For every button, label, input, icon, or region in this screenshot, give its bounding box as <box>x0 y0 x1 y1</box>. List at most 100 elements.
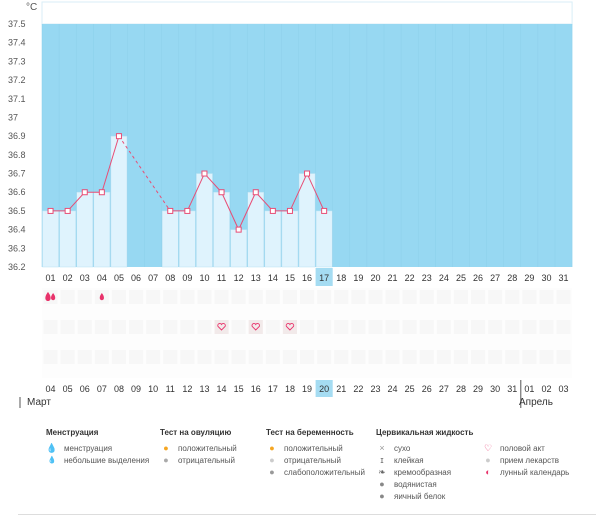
mark-cell <box>180 350 195 364</box>
mark-cell <box>163 290 178 304</box>
mark-cell <box>317 290 332 304</box>
mark-cell <box>385 320 400 334</box>
bottom-date-label: 27 <box>439 384 449 394</box>
mark-cell <box>539 290 554 304</box>
x-tick-label: 20 <box>370 273 380 283</box>
temperature-chart: 37.5 37.4 37.3 37.2 37.1 37 36.9 36.8 36.7 36.6 36… <box>8 1 573 408</box>
legend-item-label: небольшие выделения <box>64 455 150 465</box>
temperature-line-segment <box>306 173 325 212</box>
y-tick-label: 36.4 <box>8 225 26 235</box>
mark-cell <box>60 350 75 364</box>
bottom-date-label: 14 <box>217 384 227 394</box>
x-tick-label: 02 <box>63 273 73 283</box>
mark-cell <box>129 350 144 364</box>
x-tick-label: 31 <box>559 273 569 283</box>
y-tick-label: 37.3 <box>8 56 26 66</box>
temperature-bar <box>76 191 94 268</box>
legend-item: ● яичный белок <box>376 490 473 502</box>
mark-cell <box>453 350 468 364</box>
x-tick-label: 05 <box>114 273 124 283</box>
legend-group-title: Менструация <box>46 428 99 437</box>
y-tick-label: 37.4 <box>8 38 26 48</box>
mark-cell <box>77 290 92 304</box>
mark-cell <box>300 290 315 304</box>
mark-cell <box>385 350 400 364</box>
ovulation-positive-icon: ● <box>163 443 169 453</box>
bottom-date-label: 22 <box>353 384 363 394</box>
temperature-line-segment <box>255 191 274 212</box>
x-tick-label: 21 <box>388 273 398 283</box>
legend-group: Менструация 💧 менструация 💧 небольшие выделе… <box>46 428 149 466</box>
bottom-date-label: 25 <box>405 384 415 394</box>
mark-cell <box>539 350 554 364</box>
temperature-point <box>115 133 122 140</box>
mark-cell <box>436 290 451 304</box>
bottom-date-label: 29 <box>473 384 483 394</box>
temperature-line-segment <box>204 173 222 193</box>
mark-cell <box>556 350 571 364</box>
bottom-date-label: 11 <box>166 384 175 394</box>
temperature-bar <box>42 210 59 268</box>
x-tick-label: 03 <box>80 273 90 283</box>
mark-cell <box>505 320 520 334</box>
mark-cell <box>522 290 537 304</box>
sticky-icon: ɪ <box>380 455 384 465</box>
mark-cell <box>471 350 486 364</box>
x-tick-label: 22 <box>405 273 415 283</box>
mark-cell <box>368 320 383 334</box>
legend-item-label: положительный <box>178 443 237 453</box>
mark-cell <box>351 290 366 304</box>
mark-cell <box>231 350 246 364</box>
temperature-point <box>184 207 191 214</box>
mark-cell <box>231 290 246 304</box>
footer-divider <box>18 514 596 515</box>
y-tick-label: 37.1 <box>8 94 26 104</box>
y-tick-label: 37.2 <box>8 75 26 85</box>
legend-item: ● прием лекарств <box>482 454 569 466</box>
bottom-date-label: 05 <box>63 384 73 394</box>
x-tick-label: 17 <box>319 273 329 283</box>
mark-cell <box>488 320 503 334</box>
temperature-bar <box>281 210 299 268</box>
mark-cell <box>368 290 383 304</box>
bottom-date-label: 28 <box>456 384 466 394</box>
legend-item-label: кремообразная <box>394 467 452 477</box>
mark-cell <box>505 350 520 364</box>
mark-cell <box>265 290 280 304</box>
legend-group: Тест на беременность ● положительный ● отриц… <box>266 428 365 478</box>
temperature-point <box>252 189 259 196</box>
pill-icon: ● <box>485 455 491 465</box>
mark-cell <box>488 350 503 364</box>
legend-item-label: менструация <box>64 443 113 453</box>
month-april-label: Апрель <box>519 397 553 408</box>
pregnancy-weak-icon: ● <box>269 467 275 477</box>
bottom-date-label: 10 <box>148 384 158 394</box>
mark-cell <box>231 320 246 334</box>
mark-cell <box>334 350 349 364</box>
temperature-point <box>321 207 328 214</box>
bottom-date-label: 26 <box>422 384 432 394</box>
heart-icon <box>285 323 295 331</box>
mark-cell <box>146 350 161 364</box>
mark-cell <box>556 320 571 334</box>
temperature-point <box>81 189 88 196</box>
legend-item-label: отрицательный <box>284 455 341 465</box>
x-tick-label: 10 <box>199 273 209 283</box>
x-tick-label: 15 <box>285 273 295 283</box>
bottom-date-label: 23 <box>370 384 380 394</box>
mark-cell-active <box>248 320 263 334</box>
drop-icon <box>51 293 56 301</box>
pregnancy-negative-icon: ● <box>269 455 275 465</box>
mark-cell <box>60 320 75 334</box>
mark-cell <box>402 290 417 304</box>
legend-item: ● отрицательный <box>160 454 237 466</box>
x-tick-label: 28 <box>507 273 517 283</box>
x-tick-label: 07 <box>148 273 158 283</box>
temperature-line-segment <box>67 191 86 212</box>
legend-group: ♡ половой акт ● прием лекарств ◐ лунный кален… <box>482 428 569 478</box>
mark-cell <box>317 350 332 364</box>
bottom-date-label: 07 <box>97 384 107 394</box>
temperature-line-segment <box>186 173 205 212</box>
mark-cell <box>197 350 212 364</box>
y-unit-label: °C <box>26 2 37 13</box>
